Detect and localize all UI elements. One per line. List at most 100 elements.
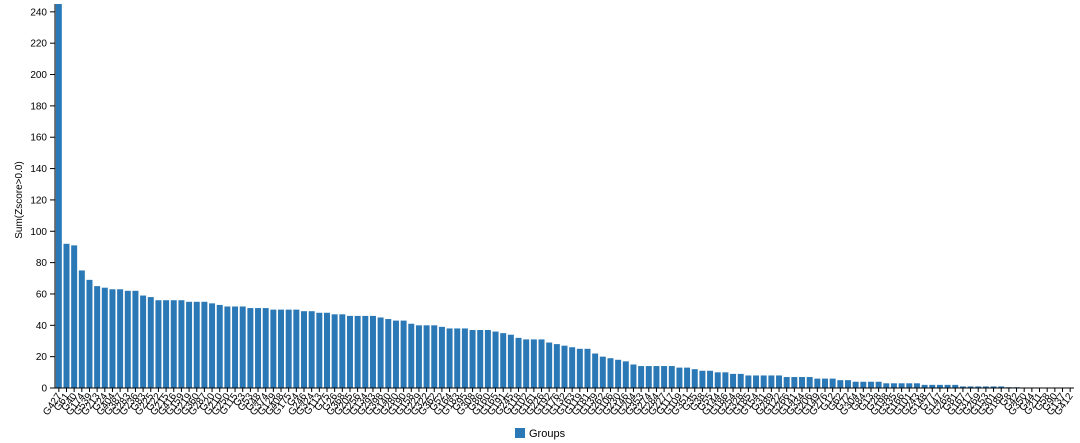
bar-G229 [415, 325, 422, 388]
bar-G146 [622, 361, 629, 388]
bar-G301 [990, 386, 997, 388]
bar-G283 [124, 290, 131, 388]
bar-G53 [247, 308, 254, 388]
bar-G189 [998, 386, 1005, 388]
bar-G387 [117, 289, 124, 388]
bar-G243 [913, 383, 920, 388]
bar-G161 [530, 339, 537, 388]
bar-G280 [392, 320, 399, 388]
bar-G167 [959, 386, 966, 388]
bar-G335 [890, 383, 897, 388]
bar-G398 [377, 317, 384, 388]
y-tick-label: 200 [30, 70, 47, 81]
y-tick-label: 240 [30, 7, 47, 18]
bar-G266 [783, 377, 790, 388]
y-tick-label: 120 [30, 195, 47, 206]
bar-G181 [584, 348, 591, 388]
bar-G215 [163, 300, 170, 388]
bar-G289 [768, 375, 775, 388]
y-tick-label: 160 [30, 133, 47, 144]
bar-G4 [293, 309, 300, 388]
bar-G101 [906, 383, 913, 388]
bars-group [55, 4, 1074, 388]
bar-G322 [423, 325, 430, 388]
bar-G102 [523, 339, 530, 388]
bar-G360 [193, 301, 200, 388]
bar-G404 [109, 289, 116, 388]
bar-G140 [385, 319, 392, 388]
bar-G148 [921, 384, 928, 388]
bar-G12 [829, 378, 836, 388]
bar-G134 [362, 315, 369, 388]
bar-G109 [676, 367, 683, 388]
bar-G324 [308, 311, 315, 388]
bar-G158 [408, 323, 415, 388]
bar-G362 [431, 325, 438, 388]
y-tick-label: 40 [36, 321, 48, 332]
legend-swatch [515, 428, 525, 438]
bar-G304 [852, 381, 859, 388]
bar-G48 [255, 308, 262, 388]
bar-G274 [645, 366, 652, 388]
bar-G254 [730, 373, 737, 388]
bar-G192 [546, 342, 553, 388]
bar-G176 [553, 344, 560, 388]
bar-G129 [270, 309, 277, 388]
bar-G144 [714, 372, 721, 388]
bar-G374 [262, 308, 269, 388]
bar-G95 [461, 328, 468, 388]
bar-G75 [324, 312, 330, 388]
bar-G122 [776, 375, 783, 388]
bar-G287 [201, 301, 208, 388]
bar-G265 [944, 384, 951, 388]
bar-G83 [140, 295, 147, 388]
bar-G262 [599, 356, 606, 388]
bar-G81 [952, 384, 959, 388]
y-tick-label: 0 [41, 384, 47, 395]
bar-G166 [898, 383, 905, 388]
x-axis: G427G61G40G174G539G213G24G404G387G283G23… [41, 387, 1076, 418]
bar-G284 [653, 366, 660, 388]
bar-G113 [316, 312, 323, 388]
bar-G62 [837, 380, 844, 388]
bar-G139 [592, 353, 599, 388]
bar-G185 [745, 375, 752, 388]
bar-G174 [78, 270, 85, 388]
bar-G293 [369, 315, 376, 388]
bar-G149 [814, 378, 821, 388]
bar-G219 [186, 301, 193, 388]
bar-G246 [301, 311, 307, 388]
bar-G26 [331, 314, 338, 388]
bar-G416 [170, 300, 177, 388]
bar-G86 [477, 330, 484, 388]
bar-G353 [638, 366, 645, 388]
bar-G210 [216, 304, 223, 388]
bar-G186 [722, 372, 729, 388]
y-tick-label: 220 [30, 39, 47, 50]
y-tick-label: 20 [36, 352, 48, 363]
bar-G256 [354, 315, 361, 388]
bar-G230 [615, 359, 622, 388]
bar-G84 [860, 381, 867, 388]
bar-G40 [71, 245, 78, 388]
bar-G164 [446, 328, 453, 388]
bar-G147 [936, 384, 943, 388]
bar-G61 [63, 243, 70, 388]
bar-G368 [339, 314, 346, 388]
bar-G175 [285, 309, 292, 388]
bar-G3 [239, 306, 246, 388]
bar-G206 [806, 377, 813, 388]
bar-G190 [400, 320, 407, 388]
bar-G408 [278, 309, 285, 388]
bar-G55 [707, 370, 714, 388]
bar-G205 [346, 315, 353, 388]
legend-label: Groups [529, 428, 566, 440]
bar-G328 [737, 373, 744, 388]
bar-G539 [86, 279, 93, 388]
bar-G163 [569, 347, 576, 388]
bar-G250 [224, 306, 231, 388]
bar-G24 [101, 287, 108, 388]
bar-G334 [799, 377, 805, 388]
bar-G154 [753, 375, 760, 388]
